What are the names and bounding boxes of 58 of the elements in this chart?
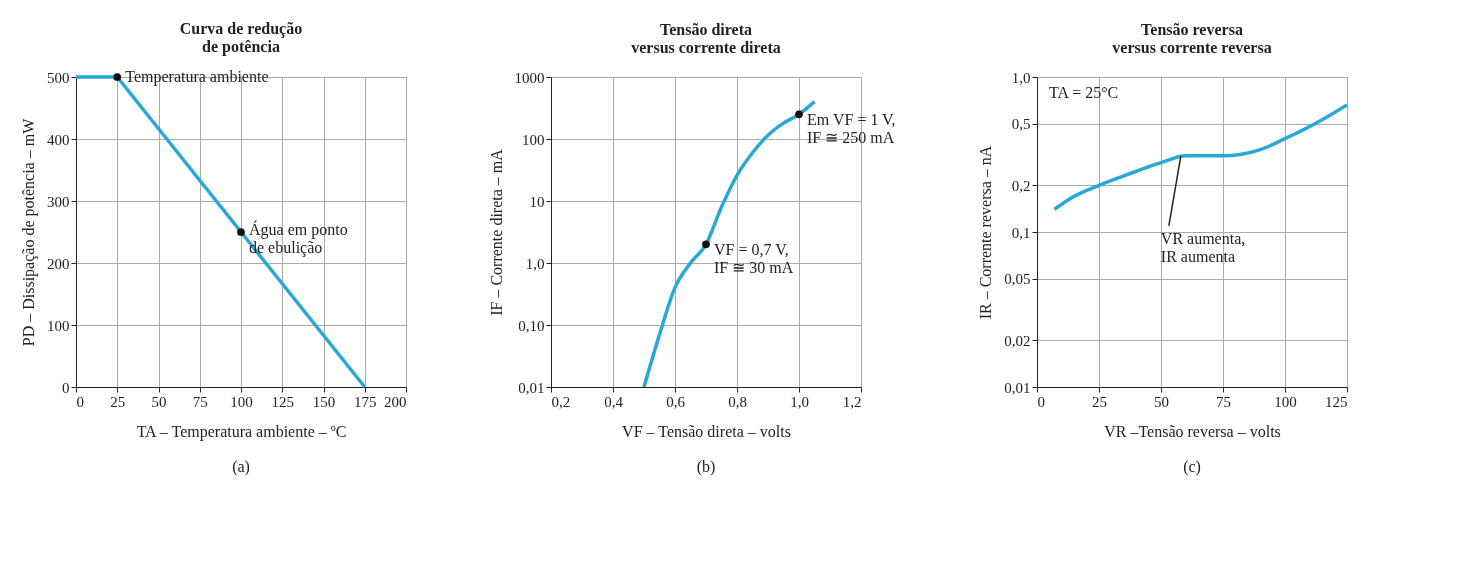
x-tick-label: 150	[312, 393, 336, 410]
y-tick-label: 0,05	[1004, 271, 1031, 288]
y-tick-label: 100	[522, 131, 545, 148]
y-tick-label: 100	[47, 317, 70, 334]
x-axis-title: TA – Temperatura ambiente – ºC	[136, 422, 347, 441]
x-tick-label: 125	[271, 393, 294, 410]
y-tick-label: 300	[47, 193, 70, 210]
y-tick-label: 0,1	[1011, 224, 1031, 241]
x-tick-label: 0,4	[604, 393, 624, 410]
x-tick-label: 25	[110, 393, 126, 410]
x-tick-label: 50	[151, 393, 167, 410]
y-tick-label: 0,01	[1004, 379, 1031, 396]
x-tick-label: 100	[230, 393, 253, 410]
y-tick-label: 1000	[514, 69, 545, 86]
x-tick-label: 125	[1325, 393, 1348, 410]
y-axis-title: PD – Dissipação de potência – mW	[20, 117, 38, 347]
y-axis-title: IR – Corrente reversa – nA	[977, 145, 995, 320]
text: (a)	[232, 458, 250, 476]
y-tick-label: 1,0	[1011, 69, 1031, 86]
y-tick-label: 1,0	[525, 255, 545, 272]
chart-title: Tensão direta versus corrente direta	[631, 21, 781, 56]
x-tick-label: 0,6	[666, 393, 686, 410]
x-tick-label: 1,2	[842, 393, 862, 410]
annotation: VF = 0,7 V, IF ≅ 30 mA	[714, 241, 794, 277]
y-tick-label: 0,2	[1011, 177, 1031, 194]
x-tick-label: 200	[384, 393, 407, 410]
annotation: TA = 25°C	[1049, 84, 1119, 101]
y-tick-label: 400	[47, 131, 70, 148]
x-tick-label: 1,0	[790, 393, 809, 410]
x-tick-label: 100	[1274, 393, 1297, 410]
x-tick-label: 0,2	[551, 393, 571, 410]
chart-title: Tensão reversa versus corrente reversa	[1112, 21, 1272, 56]
y-tick-label: 0,02	[1004, 332, 1031, 349]
y-tick-label: 0,5	[1011, 116, 1031, 133]
chart-title: Curva de redução de potência	[179, 20, 303, 56]
x-tick-label: 175	[354, 393, 377, 410]
line-series	[1052, 103, 1349, 212]
y-tick-label: 200	[47, 255, 70, 272]
x-tick-label: 25	[1092, 393, 1107, 410]
annotation: Em VF = 1 V, IF ≅ 250 mA	[807, 111, 896, 147]
x-tick-label: 75	[192, 393, 208, 410]
text: (c)	[1183, 458, 1201, 476]
y-axis-title: IF – Corrente direta – mA	[487, 148, 505, 316]
x-tick-label: 0	[76, 393, 84, 410]
y-tick-label: 0	[62, 379, 70, 396]
y-tick-label: 500	[47, 69, 70, 86]
y-tick-label: 0,01	[518, 379, 545, 396]
x-tick-label: 75	[1216, 393, 1231, 410]
x-tick-label: 0	[1037, 393, 1045, 410]
x-axis-title: VR –Tensão reversa – volts	[1104, 422, 1281, 440]
x-tick-label: 50	[1154, 393, 1169, 410]
x-axis-title: VF – Tensão direta – volts	[622, 422, 791, 440]
annotation: Temperatura ambiente	[125, 68, 269, 86]
annotation: VR aumenta, IR aumenta	[1160, 229, 1246, 265]
text: (b)	[696, 458, 716, 476]
x-tick-label: 0,8	[728, 393, 747, 410]
y-tick-label: 10	[529, 193, 545, 210]
y-tick-label: 0,10	[518, 317, 545, 334]
